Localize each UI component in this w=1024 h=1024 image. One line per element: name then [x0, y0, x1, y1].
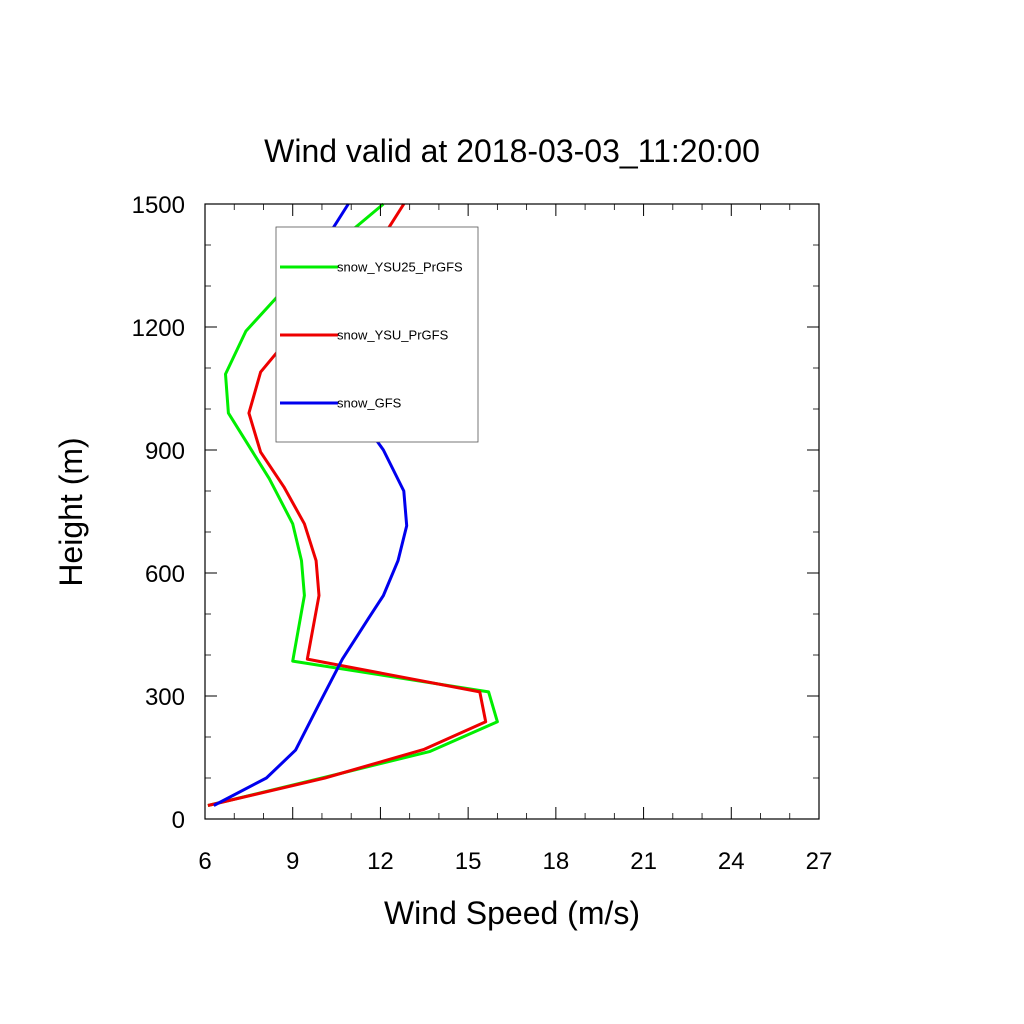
x-tick-label: 6 — [198, 848, 211, 875]
y-tick-label: 1500 — [132, 192, 185, 219]
y-tick-label: 300 — [145, 684, 185, 711]
x-tick-label: 21 — [630, 848, 657, 875]
x-axis: 6 9 12 15 18 21 24 27 — [198, 204, 832, 875]
x-tick-label: 9 — [286, 848, 299, 875]
legend-label: snow_YSU_PrGFS — [337, 328, 449, 343]
legend: snow_YSU25_PrGFS snow_YSU_PrGFS snow_GFS — [275, 226, 479, 443]
x-tick-label: 24 — [718, 848, 745, 875]
y-tick-label: 0 — [172, 807, 185, 834]
series-line-snow_YSU25_PrGFS — [207, 202, 499, 807]
x-tick-label: 27 — [806, 848, 833, 875]
y-tick-label: 1200 — [132, 315, 185, 342]
chart-title: Wind valid at 2018-03-03_11:20:00 — [264, 133, 760, 169]
x-axis-label: Wind Speed (m/s) — [384, 895, 640, 931]
legend-label: snow_GFS — [337, 396, 402, 411]
y-tick-label: 900 — [145, 438, 185, 465]
y-tick-label: 600 — [145, 561, 185, 588]
x-tick-label: 15 — [455, 848, 482, 875]
x-tick-label: 18 — [543, 848, 570, 875]
y-axis-label: Height (m) — [53, 437, 89, 586]
y-axis: 0 300 600 900 1200 1500 — [132, 192, 819, 834]
plot-frame — [204, 203, 820, 820]
x-tick-label: 12 — [367, 848, 394, 875]
legend-label: snow_YSU25_PrGFS — [337, 260, 463, 275]
